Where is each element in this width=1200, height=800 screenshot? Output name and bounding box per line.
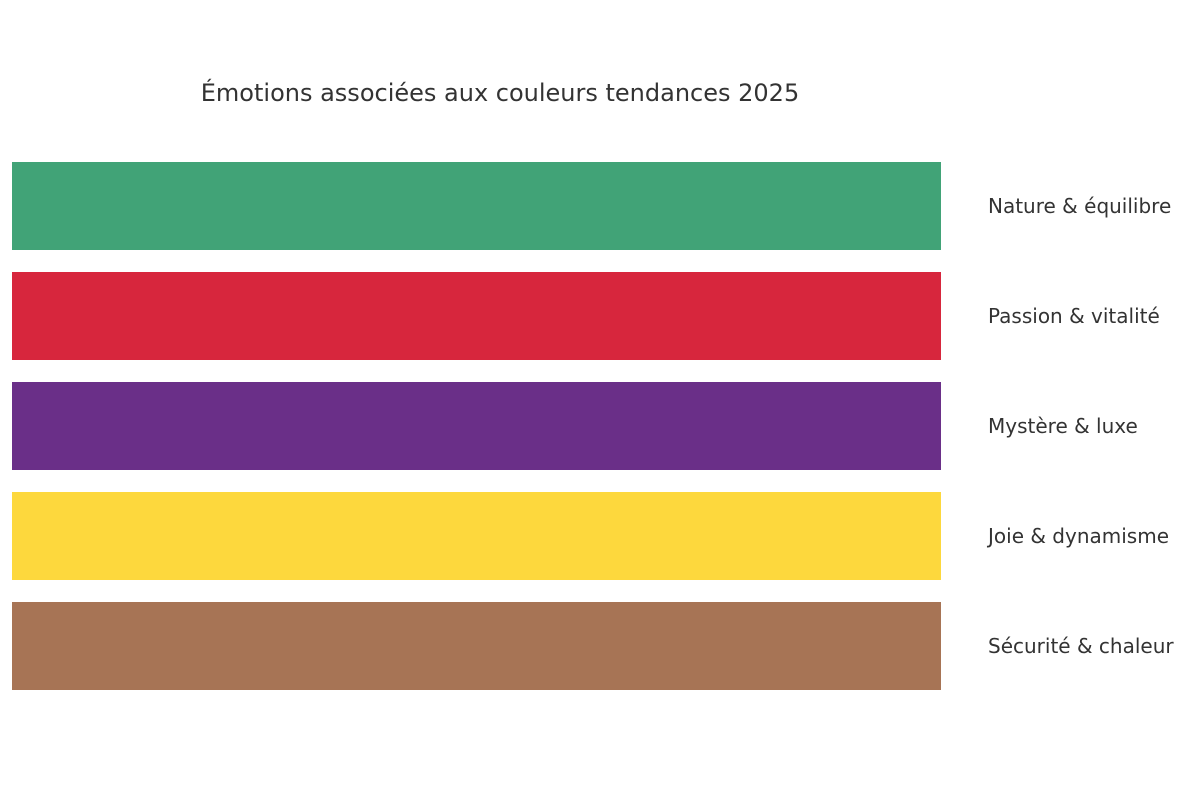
chart-title: Émotions associées aux couleurs tendance…: [201, 78, 799, 107]
bar-label-2: Passion & vitalité: [988, 304, 1160, 328]
bar-5: [12, 602, 941, 690]
bar-label-5: Sécurité & chaleur: [988, 634, 1174, 658]
labels-group: Nature & équilibre Passion & vitalité Myst…: [986, 194, 1174, 658]
bar-label-1: Nature & équilibre: [988, 194, 1171, 218]
bar-2: [12, 272, 941, 360]
bar-label-3: Mystère & luxe: [988, 414, 1138, 438]
bars-group: [12, 162, 941, 690]
bar-3: [12, 382, 941, 470]
bar-label-4: Joie & dynamisme: [986, 524, 1169, 548]
bar-1: [12, 162, 941, 250]
bar-4: [12, 492, 941, 580]
